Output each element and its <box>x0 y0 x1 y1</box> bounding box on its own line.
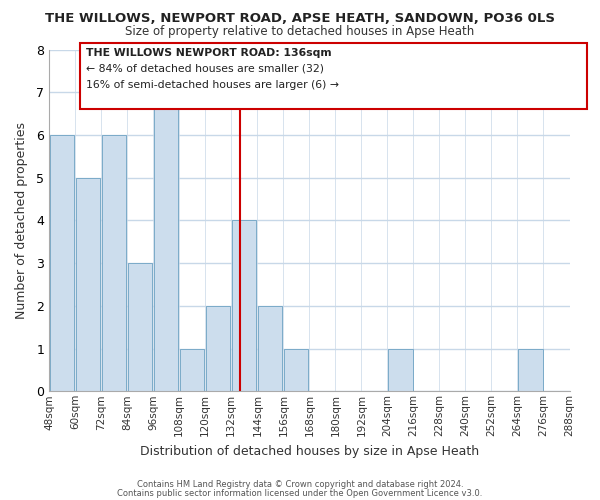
Bar <box>388 348 413 392</box>
Bar <box>518 348 542 392</box>
Bar <box>76 178 100 392</box>
Bar <box>206 306 230 392</box>
Bar <box>102 135 127 392</box>
Bar <box>50 135 74 392</box>
Text: Size of property relative to detached houses in Apse Heath: Size of property relative to detached ho… <box>125 25 475 38</box>
Bar <box>232 220 256 392</box>
Text: ← 84% of detached houses are smaller (32): ← 84% of detached houses are smaller (32… <box>86 64 324 74</box>
Text: THE WILLOWS NEWPORT ROAD: 136sqm: THE WILLOWS NEWPORT ROAD: 136sqm <box>86 48 331 58</box>
FancyBboxPatch shape <box>80 44 587 108</box>
Y-axis label: Number of detached properties: Number of detached properties <box>15 122 28 319</box>
Text: Contains HM Land Registry data © Crown copyright and database right 2024.: Contains HM Land Registry data © Crown c… <box>137 480 463 489</box>
Text: THE WILLOWS, NEWPORT ROAD, APSE HEATH, SANDOWN, PO36 0LS: THE WILLOWS, NEWPORT ROAD, APSE HEATH, S… <box>45 12 555 26</box>
Bar <box>180 348 205 392</box>
Bar <box>284 348 308 392</box>
Bar <box>258 306 283 392</box>
X-axis label: Distribution of detached houses by size in Apse Heath: Distribution of detached houses by size … <box>140 444 479 458</box>
Text: 16% of semi-detached houses are larger (6) →: 16% of semi-detached houses are larger (… <box>86 80 339 90</box>
Bar <box>128 263 152 392</box>
Bar <box>154 92 178 392</box>
Text: Contains public sector information licensed under the Open Government Licence v3: Contains public sector information licen… <box>118 489 482 498</box>
